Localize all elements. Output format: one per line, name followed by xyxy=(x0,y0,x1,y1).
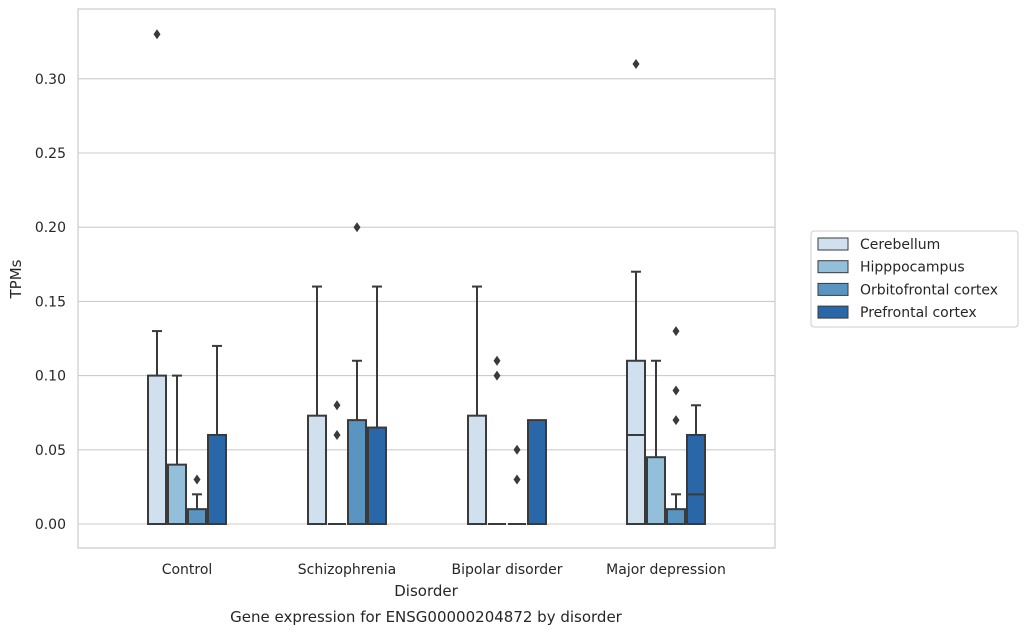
x-tick-label: Major depression xyxy=(606,562,726,578)
legend-label: Orbitofrontal cortex xyxy=(860,282,998,298)
y-tick-label: 0.30 xyxy=(35,72,66,88)
outlier-point xyxy=(153,29,161,40)
box xyxy=(207,433,227,525)
y-tick-label: 0.20 xyxy=(35,220,66,236)
box-prefrontal-cortex xyxy=(367,285,387,526)
outlier-point xyxy=(672,326,680,337)
legend-swatch xyxy=(817,282,849,296)
outlier-point xyxy=(632,58,640,69)
box xyxy=(347,419,367,525)
chart-title: Gene expression for ENSG00000204872 by d… xyxy=(230,608,623,626)
outlier-point xyxy=(672,415,680,426)
y-tick-labels: 0.00 0.05 0.10 0.15 0.20 0.25 0.30 xyxy=(35,72,66,533)
y-axis-label: TPMs xyxy=(7,259,25,299)
legend: Cerebellum Hipppocampus Orbitofrontal cort… xyxy=(810,230,1019,328)
legend-label: Cerebellum xyxy=(860,237,940,253)
outlier-point xyxy=(493,355,501,366)
legend-frame xyxy=(810,230,1019,328)
box-orbitofrontal-cortex xyxy=(187,474,207,526)
outlier-point xyxy=(493,370,501,381)
box xyxy=(147,374,167,525)
outlier-point xyxy=(333,429,341,440)
box-hipppocampus xyxy=(167,374,187,526)
box xyxy=(666,508,686,526)
outlier-point xyxy=(353,222,361,233)
box-cerebellum xyxy=(307,285,327,525)
legend-swatch xyxy=(817,305,849,319)
box-orbitofrontal-cortex xyxy=(347,222,367,525)
box xyxy=(626,359,646,526)
legend-label: Prefrontal cortex xyxy=(860,305,977,321)
box xyxy=(646,456,666,525)
y-tick-label: 0.25 xyxy=(35,146,66,162)
box xyxy=(307,414,327,525)
box-orbitofrontal-cortex xyxy=(666,326,686,526)
box-hipppocampus xyxy=(488,355,506,525)
box-hipppocampus xyxy=(646,359,666,525)
outlier-point xyxy=(672,385,680,396)
box-hipppocampus xyxy=(328,400,346,525)
box xyxy=(467,414,487,525)
y-tick-label: 0.15 xyxy=(35,294,66,310)
box xyxy=(167,463,187,526)
legend-swatch xyxy=(817,237,849,251)
legend-swatch xyxy=(817,260,849,274)
outlier-point xyxy=(193,474,201,485)
x-tick-label: Control xyxy=(162,562,213,578)
box-prefrontal-cortex xyxy=(527,419,547,525)
box-plots xyxy=(147,29,706,526)
x-tick-labels: Control Schizophrenia Bipolar disorder Majo… xyxy=(162,562,726,578)
outlier-point xyxy=(513,474,521,485)
outlier-point xyxy=(333,400,341,411)
x-tick-label: Schizophrenia xyxy=(298,562,396,578)
box-prefrontal-cortex xyxy=(207,344,227,525)
legend-label: Hipppocampus xyxy=(860,260,965,276)
box-prefrontal-cortex xyxy=(686,404,706,525)
box-orbitofrontal-cortex xyxy=(508,444,526,525)
y-tick-label: 0.05 xyxy=(35,443,66,459)
box-cerebellum xyxy=(147,29,167,525)
outlier-point xyxy=(513,444,521,455)
box-cerebellum xyxy=(467,285,487,525)
x-axis-label: Disorder xyxy=(394,582,458,600)
box xyxy=(686,433,706,525)
box xyxy=(187,508,207,526)
y-tick-label: 0.00 xyxy=(35,517,66,533)
box xyxy=(367,426,387,526)
x-tick-label: Bipolar disorder xyxy=(451,562,562,578)
plot-frame xyxy=(77,8,776,549)
box xyxy=(527,419,547,525)
y-tick-label: 0.10 xyxy=(35,369,66,385)
box-cerebellum xyxy=(626,58,646,526)
